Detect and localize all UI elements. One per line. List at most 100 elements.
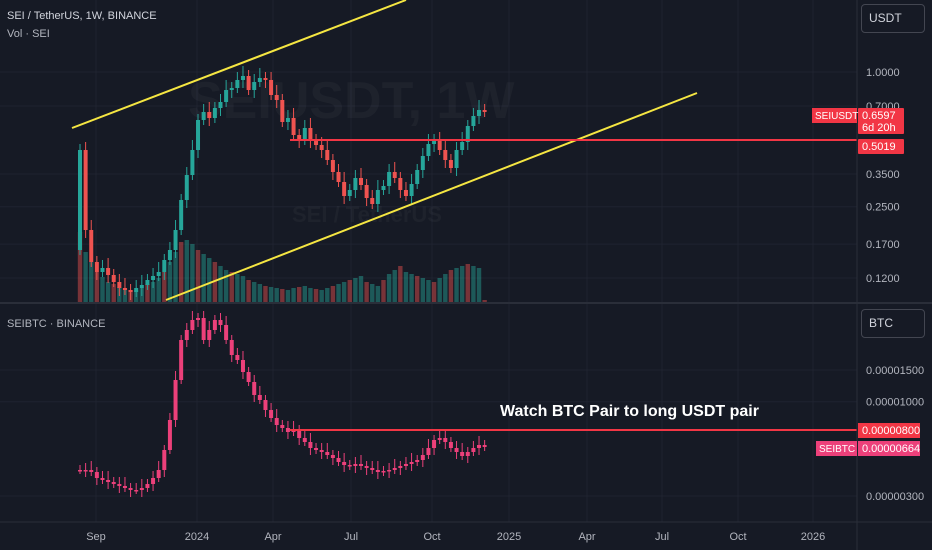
usdt-currency-button[interactable]: USDT: [861, 4, 925, 33]
volume-bar: [83, 252, 88, 302]
volume-bar: [319, 290, 324, 302]
volume-bar: [471, 266, 476, 302]
btc-candle-body: [179, 340, 184, 380]
btc-candle-body: [246, 372, 251, 382]
channel-lower-line[interactable]: [165, 92, 698, 301]
btc-candle-body: [218, 320, 223, 325]
volume-bar: [257, 284, 263, 302]
usdt-candle-body: [274, 95, 279, 100]
usdt-candle-body: [482, 110, 487, 112]
usdt-candle-body: [403, 190, 408, 196]
btc-candle-body: [156, 470, 161, 478]
time-axis[interactable]: Sep 2024 Apr Jul Oct 2025 Apr Jul Oct 2026: [86, 531, 825, 543]
volume-bar: [150, 282, 156, 302]
usdt-candle-body: [117, 282, 122, 288]
btc-candle-body: [432, 440, 437, 448]
volume-bar: [291, 288, 296, 302]
usdt-candle-body: [240, 76, 245, 80]
volume-bar: [482, 300, 487, 302]
volume-bar: [392, 270, 397, 302]
volume-bar: [381, 280, 386, 302]
btc-chart-legend[interactable]: SEIBTC · BINANCE: [7, 318, 106, 330]
usdt-last-price-badge-text: 0.6597: [862, 110, 896, 122]
btc-candle-body: [173, 380, 178, 420]
usdt-candle-body: [229, 88, 234, 90]
annotation-text[interactable]: Watch BTC Pair to long USDT pair: [500, 403, 759, 420]
btc-candle-body: [280, 425, 285, 428]
btc-candle-body: [460, 452, 465, 456]
btc-candle-body: [122, 486, 127, 488]
volume-bar: [240, 276, 246, 302]
btc-candle-body: [94, 472, 99, 478]
btc-candle-body: [269, 410, 274, 418]
main-chart-legend[interactable]: SEI / TetherUS, 1W, BINANCE: [7, 10, 157, 22]
btc-candle-body: [207, 330, 212, 340]
btc-candle-body: [285, 428, 290, 432]
btc-candle-body: [347, 465, 352, 467]
volume-bar: [437, 278, 442, 302]
volume-bar: [280, 289, 285, 302]
btc-candle-body: [240, 360, 245, 372]
btc-candle-body: [387, 470, 392, 472]
usdt-candle-body: [83, 150, 88, 230]
btc-candle-body: [409, 462, 414, 464]
btc-candle-body: [106, 480, 111, 482]
volume-bar: [358, 276, 364, 302]
btc-candle-body: [184, 330, 189, 340]
time-tick-label: 2026: [801, 531, 825, 543]
usdt-candle-body: [465, 126, 470, 142]
volume-bar: [398, 266, 403, 302]
seiusdt-candles: [78, 66, 487, 300]
volume-legend[interactable]: Vol · SEI: [7, 28, 50, 40]
usdt-candle-body: [291, 118, 296, 135]
usdt-candle-body: [370, 198, 375, 204]
usdt-candle-body: [314, 140, 319, 145]
volume-bar: [465, 264, 470, 302]
volume-bar: [454, 268, 459, 302]
usdt-candle-body: [308, 128, 313, 140]
volume-bar: [325, 288, 330, 302]
btc-level-badge: [858, 423, 920, 438]
time-tick-label: Oct: [729, 531, 746, 543]
btc-currency-button[interactable]: BTC: [861, 309, 925, 338]
btc-candle-body: [330, 455, 335, 458]
usdt-candle-body: [415, 170, 420, 184]
btc-candle-body: [465, 452, 470, 456]
btc-candle-body: [359, 464, 363, 466]
volume-bar: [341, 282, 347, 302]
usdt-candle-body: [173, 230, 178, 250]
channel-upper-line[interactable]: [71, 0, 407, 129]
usdt-symbol-label-text: SEIUSDT: [815, 111, 858, 122]
btc-candle-body: [364, 466, 369, 468]
usdt-last-price-badge: [858, 108, 904, 134]
price-tick-label: 0.2500: [866, 202, 900, 214]
volume-bar: [246, 280, 251, 302]
btc-candle-body: [325, 452, 330, 455]
volume-bar: [370, 284, 375, 302]
drawing-layer[interactable]: [71, 0, 857, 431]
btc-candle-body: [426, 448, 431, 455]
usdt-candle-body: [190, 150, 195, 175]
volume-bar: [263, 286, 268, 302]
btc-candle-body: [201, 318, 206, 340]
usdt-candle-body: [454, 150, 459, 168]
usdt-candle-body: [145, 280, 150, 285]
usdt-candle-body: [224, 90, 229, 102]
price-tick-label: 0.00000300: [866, 491, 924, 503]
usdt-candle-body: [353, 178, 358, 190]
usdt-candle-body: [162, 260, 167, 272]
btc-candle-body: [398, 466, 403, 468]
volume-bar: [105, 282, 111, 302]
btc-candle-body: [375, 470, 380, 472]
price-axis[interactable]: 1.00000.70000.35000.25000.17000.12000.00…: [812, 67, 924, 503]
volume-bar: [459, 266, 465, 302]
volume-bar: [111, 284, 116, 302]
btc-candle-body: [308, 442, 313, 448]
volume-bar: [375, 286, 381, 302]
btc-symbol-label-text: SEIBTC: [819, 444, 855, 455]
usdt-candle-body: [420, 156, 425, 170]
volume-bar: [94, 272, 100, 302]
volume-bar: [178, 242, 184, 302]
volume-bar: [235, 274, 240, 302]
